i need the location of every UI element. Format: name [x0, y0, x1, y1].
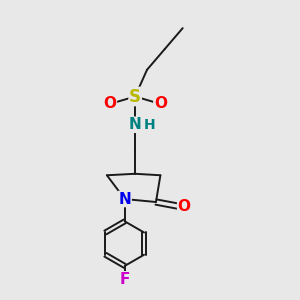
Text: O: O — [154, 96, 167, 111]
Text: O: O — [103, 96, 116, 111]
Text: H: H — [144, 118, 156, 132]
Text: N: N — [129, 117, 142, 132]
Text: N: N — [118, 191, 131, 206]
Text: S: S — [129, 88, 141, 106]
Text: O: O — [178, 199, 191, 214]
Text: F: F — [119, 272, 130, 287]
